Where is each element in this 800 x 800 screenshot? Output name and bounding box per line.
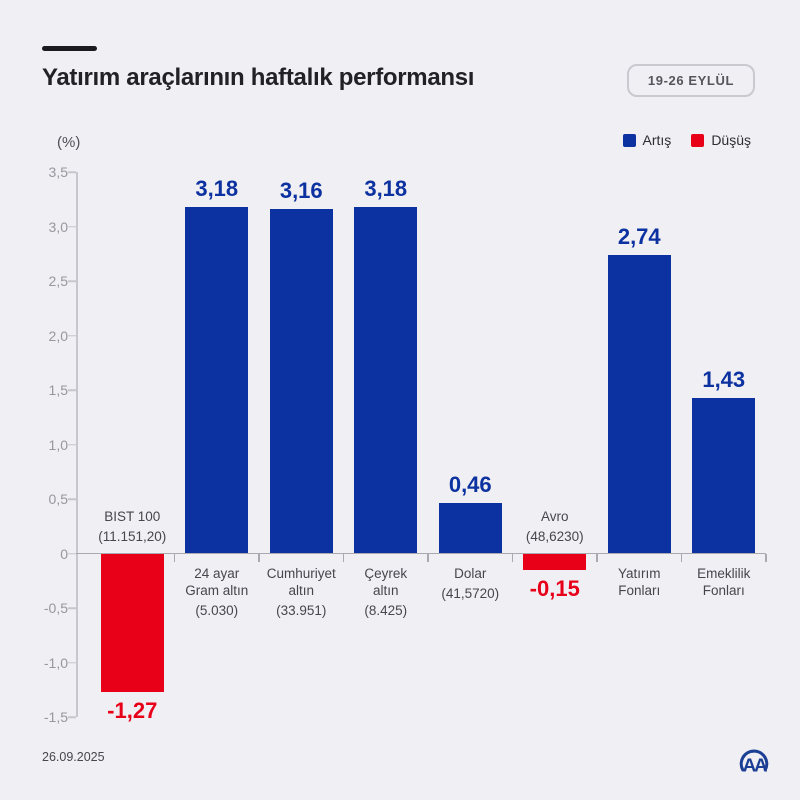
- bar-3: [269, 209, 333, 554]
- category-sublabel: (41,5720): [441, 585, 500, 601]
- category-label-line: altın: [288, 582, 315, 598]
- y-axis-tick-label: 1,0: [48, 436, 68, 453]
- accent-dash: [42, 46, 97, 51]
- y-axis-tick-label: 1,5: [48, 382, 68, 398]
- bar-value-label: 2,74: [617, 223, 661, 249]
- y-axis-tick: [68, 498, 76, 500]
- category-label-line: Yatırım: [617, 565, 661, 581]
- page-title: Yatırım araçlarının haftalık performansı: [42, 64, 475, 91]
- category-label-line: Cumhuriyet: [266, 565, 336, 581]
- bar-value-label: 3,18: [195, 175, 239, 201]
- category-label-line: Emeklilik: [697, 565, 751, 581]
- plot-area: 3,5 3,0 2,5 2,0 1,5 1,0 0,5 0 -0,5 -1,0 -1,5 -1,27 B…: [44, 164, 767, 725]
- category-label-line: Avro: [540, 508, 569, 524]
- category-label: BIST 100 (11.151,20): [80, 508, 185, 545]
- y-axis-tick-label: 2,0: [48, 327, 68, 344]
- bar-4: [354, 206, 418, 554]
- y-axis: [76, 172, 78, 717]
- category-label-line: Gram altın: [185, 582, 249, 598]
- legend-item-down: Düşüş: [691, 132, 751, 148]
- y-axis-tick-label: 0,5: [48, 491, 68, 507]
- baseline-tick: [596, 553, 598, 562]
- y-axis-tick-label: 3,0: [48, 218, 68, 235]
- category-label-line: altın: [372, 582, 399, 598]
- category-label-line: Çeyrek: [364, 565, 408, 581]
- y-axis-tick: [68, 225, 76, 228]
- y-axis-tick: [68, 443, 76, 446]
- zero-baseline: [76, 552, 766, 555]
- y-axis-tick-label: -1,5: [43, 709, 68, 725]
- bar-value-label: 0,46: [448, 472, 492, 498]
- bar-value-label: -0,15: [529, 575, 580, 601]
- y-axis-tick: [68, 334, 76, 337]
- baseline-tick: [342, 553, 345, 562]
- agency-logo-icon: AA: [739, 749, 770, 776]
- category-label-line: Fonları: [702, 582, 745, 598]
- y-axis-tick-label: 3,5: [48, 164, 68, 180]
- bar-8: [692, 397, 756, 554]
- category-label: Avro (48,6230): [503, 508, 608, 545]
- legend-swatch-up-icon: [622, 133, 636, 147]
- chart-legend: Artış Düşüş: [622, 132, 751, 148]
- category-label: 24 ayar Gram altın (5.030): [165, 565, 270, 619]
- baseline-tick: [511, 553, 514, 562]
- category-label-line: Dolar: [454, 565, 487, 581]
- category-label: Yatırım Fonları: [587, 565, 692, 599]
- y-axis-tick: [68, 552, 76, 555]
- y-axis-tick-label: -1,0: [43, 654, 68, 671]
- category-label: Çeyrek altın (8.425): [334, 565, 439, 619]
- category-label-line: BIST 100: [104, 508, 161, 524]
- baseline-tick: [680, 553, 683, 562]
- baseline-tick: [427, 553, 429, 562]
- category-label: Emeklilik Fonları: [672, 565, 777, 599]
- category-sublabel: (33.951): [276, 602, 327, 618]
- category-label: Cumhuriyet altın (33.951): [249, 565, 354, 619]
- y-axis-tick: [68, 280, 76, 282]
- y-axis-tick-label: -0,5: [43, 600, 68, 616]
- y-axis-tick: [68, 661, 76, 664]
- legend-label-down: Düşüş: [711, 132, 751, 148]
- category-sublabel: (48,6230): [525, 528, 584, 544]
- y-axis-tick: [68, 389, 76, 391]
- footer-date: 26.09.2025: [42, 750, 105, 764]
- bar-value-label: 3,16: [279, 178, 323, 204]
- y-axis-tick: [68, 607, 76, 609]
- bar-value-label: -1,27: [107, 697, 158, 723]
- category-sublabel: (5.030): [195, 602, 239, 618]
- y-axis-tick-label: 0: [60, 545, 68, 562]
- category-label: Dolar (41,5720): [418, 565, 523, 602]
- baseline-tick: [765, 553, 767, 562]
- category-sublabel: (8.425): [364, 602, 408, 618]
- legend-item-up: Artış: [622, 132, 672, 148]
- baseline-tick: [173, 553, 176, 562]
- date-range-badge: 19-26 EYLÜL: [626, 64, 755, 97]
- category-label-line: Fonları: [618, 582, 661, 598]
- legend-label-up: Artış: [642, 132, 672, 148]
- svg-text:AA: AA: [743, 755, 768, 776]
- baseline-tick: [258, 553, 260, 562]
- category-sublabel: (11.151,20): [98, 528, 167, 544]
- category-label-line: 24 ayar: [194, 565, 240, 581]
- legend-swatch-down-icon: [691, 133, 705, 147]
- bar-value-label: 1,43: [702, 366, 746, 392]
- bar-1: [100, 553, 164, 692]
- y-axis-tick: [68, 716, 76, 718]
- bar-value-label: 3,18: [364, 175, 408, 201]
- bar-7: [607, 254, 671, 554]
- bar-6: [523, 553, 587, 570]
- bar-2: [185, 206, 249, 554]
- y-axis-tick: [68, 171, 76, 173]
- y-axis-tick-label: 2,5: [48, 273, 68, 289]
- bar-5: [438, 503, 502, 554]
- y-axis-unit-label: (%): [57, 134, 81, 151]
